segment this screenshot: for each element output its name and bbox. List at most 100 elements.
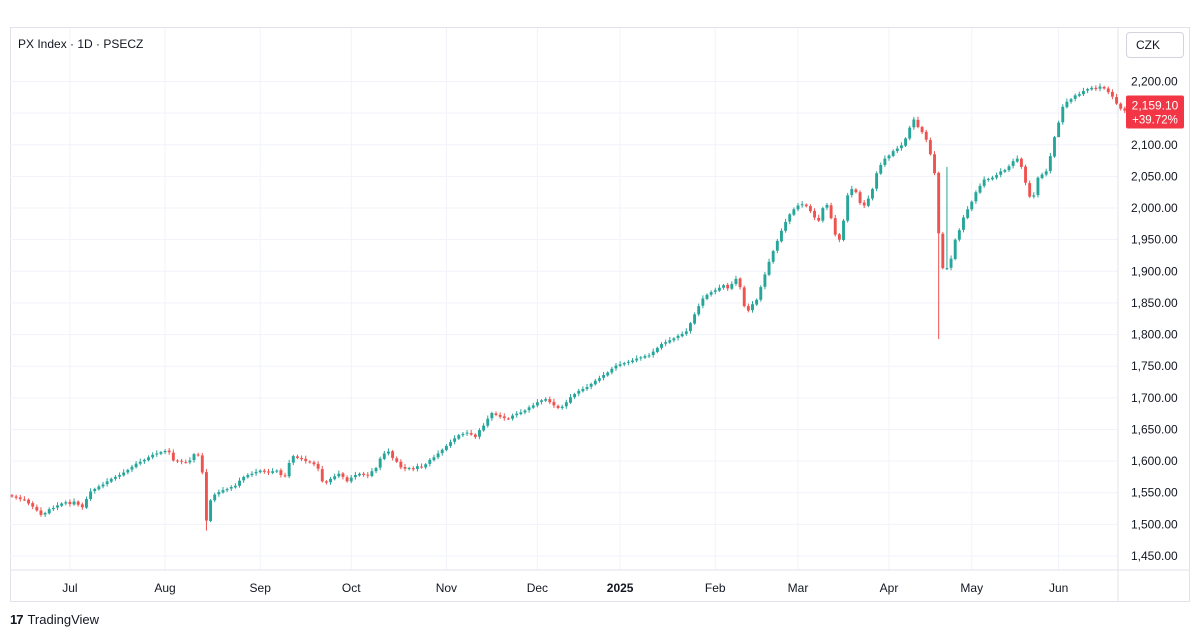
y-tick-label: 2,100.00 — [1131, 138, 1178, 152]
candle-body — [1123, 108, 1127, 111]
candle-body — [167, 450, 171, 453]
candle-body — [407, 468, 411, 470]
candle-body — [130, 466, 134, 470]
candle-body — [420, 466, 423, 468]
candle-body — [1057, 122, 1061, 138]
candle-body — [912, 119, 916, 128]
candle-body — [544, 399, 548, 401]
candle-body — [275, 470, 279, 472]
currency-selector[interactable]: CZK — [1126, 32, 1184, 58]
candle-body — [10, 495, 14, 497]
candle-body — [962, 217, 965, 230]
candle-body — [974, 192, 978, 202]
candle-body — [250, 473, 254, 476]
candle-body — [159, 452, 163, 454]
candle-body — [233, 485, 237, 488]
x-tick-label: Apr — [880, 581, 899, 595]
candle-body — [618, 364, 622, 366]
candle-body — [469, 433, 473, 435]
candle-body — [780, 230, 783, 242]
candle-body — [490, 413, 494, 419]
candle-body — [879, 165, 883, 174]
candle-body — [511, 415, 515, 419]
candle-body — [89, 491, 93, 500]
candle-body — [465, 432, 469, 434]
y-tick-label: 1,650.00 — [1131, 422, 1178, 436]
candle-body — [93, 488, 97, 492]
candle-body — [254, 471, 258, 474]
candle-body — [1044, 171, 1048, 175]
candle-body — [709, 292, 713, 295]
candle-body — [192, 454, 196, 461]
candle-body — [1048, 156, 1052, 171]
candle-body — [428, 459, 432, 464]
candle-body — [56, 505, 59, 508]
candle-body — [349, 477, 353, 482]
candle-body — [515, 413, 519, 416]
candle-body — [118, 475, 122, 477]
candle-body — [858, 192, 862, 203]
candle-body — [622, 363, 626, 365]
grid-lines — [10, 28, 1190, 602]
price-change-label: +39.72% — [1132, 114, 1178, 126]
candle-body — [113, 476, 117, 479]
candle-body — [1053, 137, 1056, 157]
candle-body — [502, 416, 506, 419]
candle-body — [494, 413, 498, 415]
x-tick-label: Oct — [342, 581, 361, 595]
candle-body — [1024, 166, 1027, 183]
candle-body — [1061, 106, 1065, 123]
candle-body — [134, 463, 138, 468]
candle-body — [229, 487, 233, 489]
candle-body — [763, 274, 767, 287]
candle-body — [316, 463, 320, 469]
candle-body — [122, 472, 126, 476]
y-tick-label: 2,200.00 — [1131, 75, 1178, 89]
candle-body — [738, 278, 742, 288]
chart-title: PX Index · 1D · PSECZ — [18, 37, 144, 51]
candle-body — [461, 433, 465, 436]
candle-body — [399, 461, 403, 468]
candle-body — [722, 285, 725, 288]
candle-body — [1086, 89, 1090, 91]
candle-body — [1082, 90, 1085, 95]
candle-body — [1069, 99, 1073, 102]
candle-body — [457, 435, 461, 439]
candle-body — [680, 333, 684, 337]
candle-body — [358, 473, 361, 476]
tradingview-brand[interactable]: 17 TradingView — [10, 612, 99, 627]
candle-body — [353, 475, 357, 478]
candle-body — [312, 462, 316, 465]
candle-body — [693, 314, 697, 324]
candle-body — [639, 357, 643, 359]
candle-body — [151, 454, 155, 458]
candle-body — [403, 467, 407, 469]
candle-body — [209, 500, 213, 521]
candle-body — [1015, 158, 1019, 162]
x-tick-label: Sep — [250, 581, 272, 595]
candle-body — [726, 284, 730, 289]
candle-body — [188, 460, 192, 463]
candle-body — [713, 290, 717, 292]
candle-body — [933, 154, 936, 174]
candle-body — [804, 204, 808, 207]
candle-body — [643, 356, 647, 358]
candle-body — [138, 461, 142, 464]
candle-body — [308, 461, 312, 463]
candle-body — [362, 473, 366, 476]
candle-body — [436, 453, 440, 458]
candle-body — [27, 499, 30, 504]
candle-body — [635, 358, 639, 361]
chart-frame — [10, 27, 1190, 602]
candle-body — [72, 501, 76, 505]
candle-body — [970, 201, 974, 210]
y-tick-label: 1,950.00 — [1131, 233, 1178, 247]
candle-body — [374, 468, 378, 472]
candle-body — [47, 509, 51, 514]
candle-body — [949, 258, 953, 268]
candle-body — [593, 380, 597, 385]
candle-body — [813, 210, 817, 218]
candle-body — [908, 127, 912, 139]
candle-body — [995, 175, 999, 178]
